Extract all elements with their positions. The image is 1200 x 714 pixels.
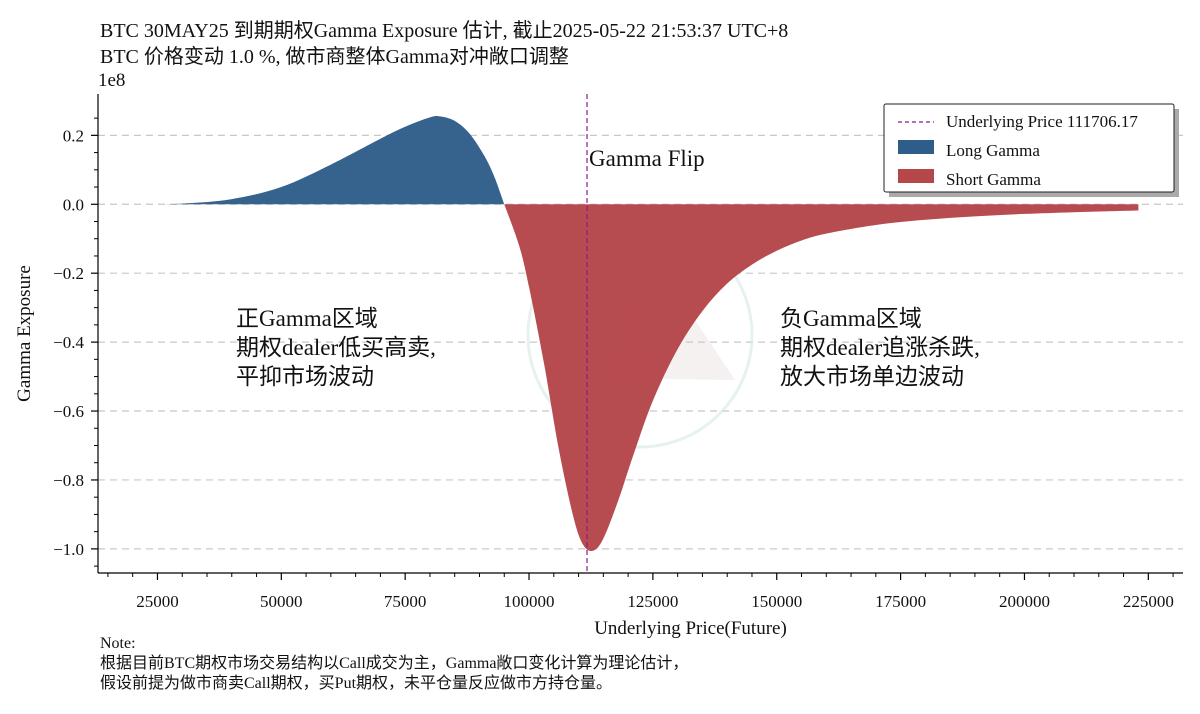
- gamma-flip-label: Gamma Flip: [589, 146, 705, 171]
- x-tick-label: 175000: [875, 592, 926, 611]
- area-series: [142, 116, 1139, 552]
- x-axis-label: Underlying Price(Future): [594, 618, 787, 639]
- x-tick-label: 75000: [384, 592, 427, 611]
- y-tick-label: −0.8: [53, 471, 84, 490]
- legend-box: [883, 103, 1175, 193]
- y-tick-label: −1.0: [53, 540, 84, 559]
- x-tick-label: 100000: [504, 592, 555, 611]
- y-tick-label: −0.4: [53, 333, 84, 352]
- short-gamma-area: [504, 204, 1139, 552]
- y-tick-label: −0.6: [53, 402, 84, 421]
- left-region-text: 平抑市场波动: [236, 364, 374, 389]
- legend: Underlying Price 111706.17 Long Gamma Shor…: [883, 103, 1179, 197]
- x-tick-label: 150000: [751, 592, 802, 611]
- chart-subtitle: BTC 价格变动 1.0 %, 做市商整体Gamma对冲敞口调整: [100, 46, 569, 68]
- note-line-1: 根据目前BTC期权市场交易结构以Call成交为主，Gamma敞口变化计算为理论估…: [100, 655, 689, 672]
- right-region-text: 放大市场单边波动: [780, 364, 964, 389]
- note-block: Note: 根据目前BTC期权市场交易结构以Call成交为主，Gamma敞口变化…: [100, 634, 688, 694]
- long-gamma-area: [142, 116, 505, 205]
- right-region-text: 负Gamma区域: [780, 306, 922, 331]
- legend-entry: Short Gamma: [946, 170, 1041, 189]
- left-region-text: 正Gamma区域: [236, 306, 378, 331]
- x-tick-label: 125000: [627, 592, 678, 611]
- y-tick-label: 0.0: [63, 195, 84, 214]
- legend-swatch-short: [898, 169, 934, 183]
- y-axis-label: Gamma Exposure: [14, 265, 35, 402]
- x-tick-label: 50000: [260, 592, 303, 611]
- legend-entry: Long Gamma: [946, 141, 1040, 160]
- x-tick-label: 225000: [1123, 592, 1174, 611]
- legend-swatch-long: [898, 140, 934, 154]
- left-region-text: 期权dealer低买高卖,: [236, 335, 436, 360]
- axes: 25000 50000 75000 100000 125000 150000 175000 2…: [14, 94, 1183, 639]
- y-tick-label: −0.2: [53, 264, 84, 283]
- note-line-2: 假设前提为做市商卖Call期权，买Put期权，未平仓量反应做市方持仓量。: [100, 675, 613, 692]
- y-tick-label: 0.2: [63, 126, 84, 145]
- note-heading: Note:: [100, 635, 136, 652]
- right-region-text: 期权dealer追涨杀跌,: [780, 335, 980, 360]
- y-scale-label: 1e8: [98, 70, 126, 91]
- x-tick-label: 200000: [999, 592, 1050, 611]
- chart-title: BTC 30MAY25 到期期权Gamma Exposure 估计, 截止202…: [100, 20, 789, 42]
- x-tick-label: 25000: [136, 592, 179, 611]
- legend-entry: Underlying Price 111706.17: [946, 112, 1138, 131]
